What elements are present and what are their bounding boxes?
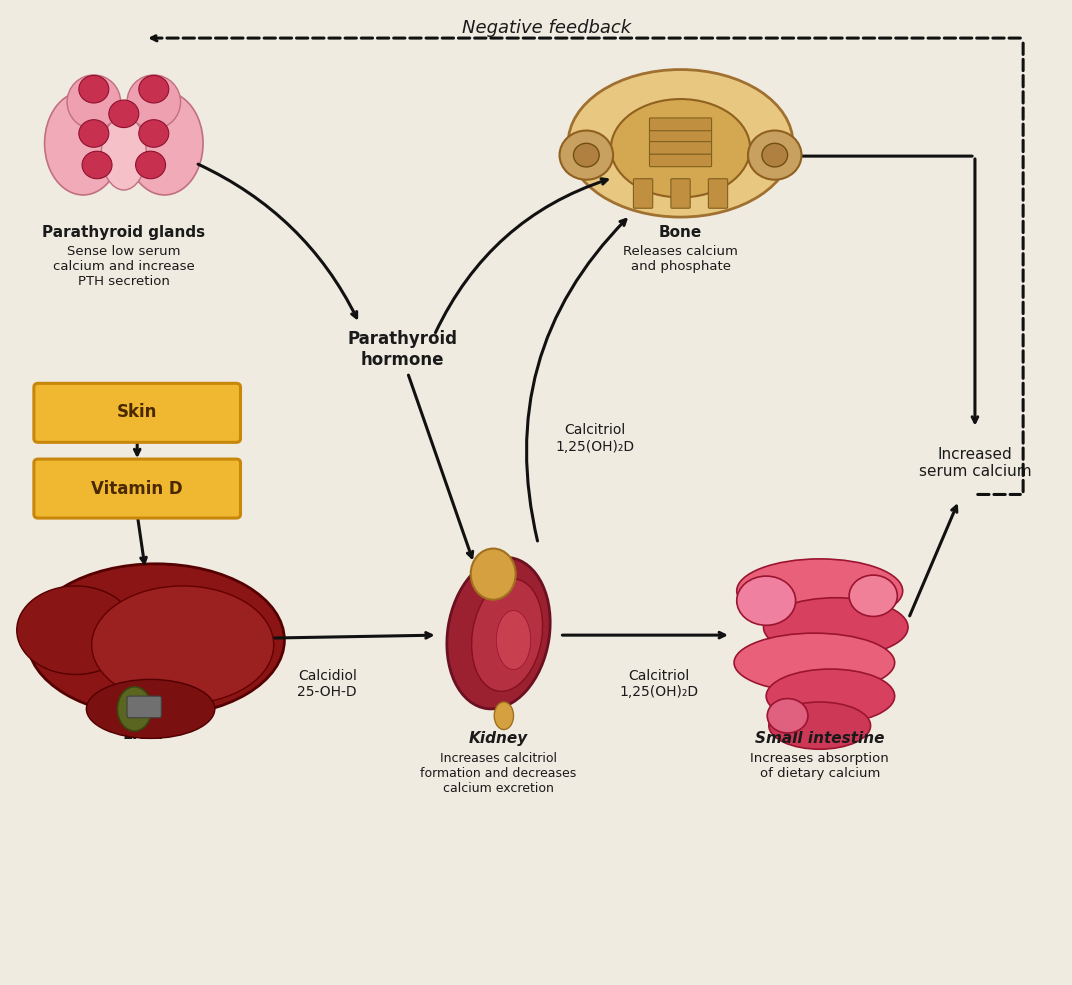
- FancyBboxPatch shape: [126, 696, 161, 718]
- Text: Kidney: Kidney: [468, 731, 528, 746]
- Circle shape: [83, 151, 113, 178]
- Ellipse shape: [118, 687, 151, 731]
- Ellipse shape: [68, 75, 121, 129]
- Text: Increases absorption
of dietary calcium: Increases absorption of dietary calcium: [750, 753, 889, 780]
- Text: Parathyroid
hormone: Parathyroid hormone: [347, 331, 457, 369]
- Text: Negative feedback: Negative feedback: [462, 20, 631, 37]
- Ellipse shape: [92, 586, 273, 704]
- Circle shape: [560, 131, 613, 179]
- FancyBboxPatch shape: [650, 154, 712, 166]
- Text: Skin: Skin: [117, 403, 158, 422]
- FancyBboxPatch shape: [650, 142, 712, 154]
- Ellipse shape: [568, 70, 793, 217]
- FancyBboxPatch shape: [709, 178, 728, 208]
- Ellipse shape: [45, 92, 122, 195]
- FancyBboxPatch shape: [650, 118, 712, 131]
- Ellipse shape: [766, 669, 895, 723]
- FancyBboxPatch shape: [34, 459, 240, 518]
- FancyBboxPatch shape: [671, 178, 690, 208]
- Ellipse shape: [769, 702, 870, 750]
- Ellipse shape: [768, 698, 808, 733]
- Ellipse shape: [126, 75, 180, 129]
- Circle shape: [135, 151, 165, 178]
- Ellipse shape: [472, 579, 542, 691]
- Text: Calcitriol
1,25(OH)₂D: Calcitriol 1,25(OH)₂D: [555, 424, 635, 453]
- Circle shape: [574, 144, 599, 166]
- Ellipse shape: [763, 598, 908, 657]
- Ellipse shape: [611, 99, 750, 197]
- Text: Vitamin D: Vitamin D: [91, 480, 183, 497]
- Circle shape: [79, 120, 109, 147]
- Circle shape: [138, 76, 168, 103]
- Circle shape: [748, 131, 802, 179]
- Text: Small intestine: Small intestine: [755, 731, 884, 746]
- Ellipse shape: [496, 611, 531, 670]
- Ellipse shape: [471, 549, 516, 600]
- Text: Bone: Bone: [659, 225, 702, 240]
- Text: Sense low serum
calcium and increase
PTH secretion: Sense low serum calcium and increase PTH…: [53, 244, 195, 288]
- Text: Calcitriol
1,25(OH)₂D: Calcitriol 1,25(OH)₂D: [620, 669, 699, 699]
- Text: Increases calcitriol
formation and decreases
calcium excretion: Increases calcitriol formation and decre…: [420, 753, 577, 795]
- Ellipse shape: [125, 92, 203, 195]
- Ellipse shape: [494, 702, 513, 730]
- Text: Increased
serum calcium: Increased serum calcium: [919, 447, 1031, 479]
- Ellipse shape: [734, 633, 895, 692]
- Circle shape: [109, 100, 138, 128]
- Text: Liver: Liver: [123, 727, 166, 742]
- Ellipse shape: [17, 586, 134, 675]
- FancyBboxPatch shape: [650, 129, 712, 142]
- Circle shape: [79, 76, 109, 103]
- Circle shape: [762, 144, 788, 166]
- Circle shape: [138, 120, 168, 147]
- Text: Releases calcium
and phosphate: Releases calcium and phosphate: [623, 244, 738, 273]
- Ellipse shape: [447, 558, 550, 709]
- FancyBboxPatch shape: [634, 178, 653, 208]
- Ellipse shape: [736, 558, 903, 623]
- Text: Calcidiol
25-OH-D: Calcidiol 25-OH-D: [297, 669, 357, 699]
- Ellipse shape: [849, 575, 897, 617]
- Ellipse shape: [102, 116, 146, 190]
- Text: Parathyroid glands: Parathyroid glands: [42, 225, 206, 240]
- Ellipse shape: [736, 576, 795, 625]
- Ellipse shape: [87, 680, 214, 739]
- FancyBboxPatch shape: [34, 383, 240, 442]
- Ellipse shape: [28, 563, 284, 716]
